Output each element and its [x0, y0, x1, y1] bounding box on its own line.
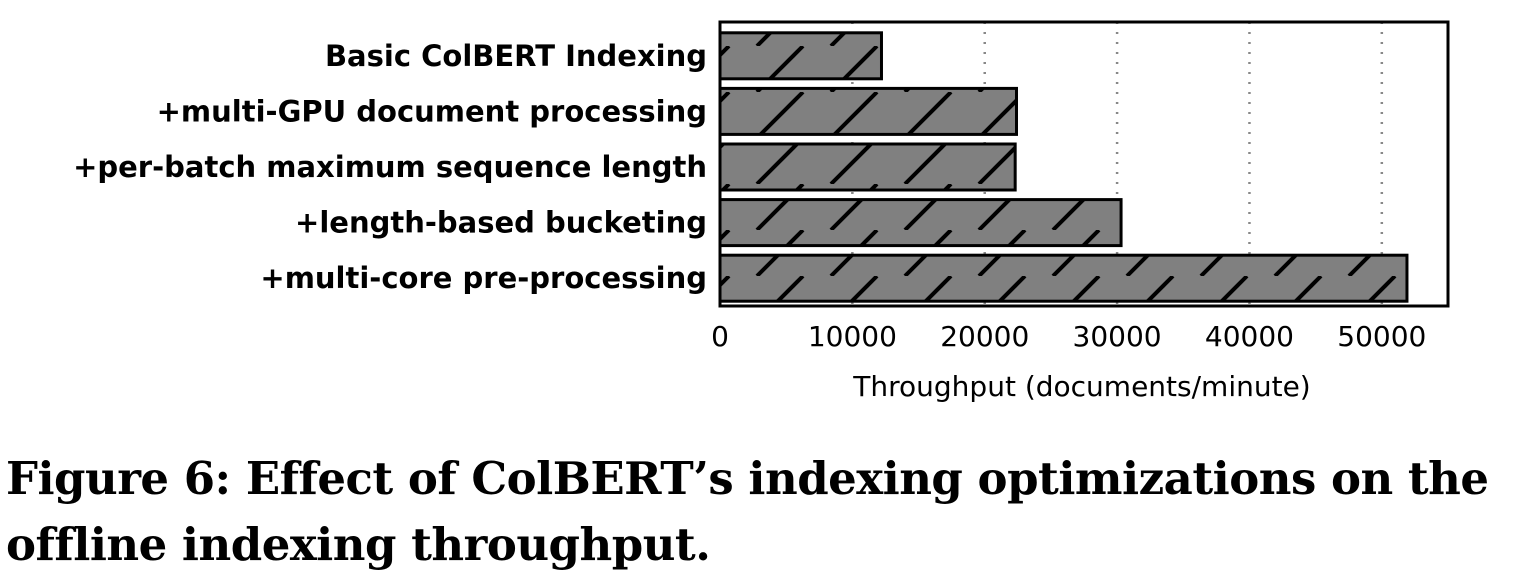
bars — [718, 31, 1409, 303]
bar-hatch — [718, 198, 1123, 248]
category-labels: Basic ColBERT Indexing +multi-GPU documen… — [73, 39, 707, 295]
figure-caption: Figure 6: Effect of ColBERT’s indexing o… — [6, 452, 1489, 571]
category-label: +length-based bucketing — [295, 206, 707, 240]
x-tick-label: 40000 — [1205, 320, 1294, 353]
x-tick-label: 0 — [711, 320, 729, 353]
x-tick-label: 50000 — [1337, 320, 1426, 353]
bar-hatch — [718, 31, 883, 81]
x-tick-label: 20000 — [940, 320, 1029, 353]
x-tick-label: 10000 — [808, 320, 897, 353]
bar-chart: Basic ColBERT Indexing +multi-GPU documen… — [73, 20, 1450, 403]
bar-hatch — [718, 86, 1018, 136]
category-label: +multi-core pre-processing — [260, 261, 707, 295]
x-tick-labels: 0 10000 20000 30000 40000 50000 — [711, 320, 1426, 353]
category-label: +multi-GPU document processing — [157, 94, 707, 128]
category-label: Basic ColBERT Indexing — [325, 39, 707, 73]
x-axis-title: Throughput (documents/minute) — [852, 370, 1310, 403]
x-tick-label: 30000 — [1073, 320, 1162, 353]
bar-hatch — [718, 142, 1017, 192]
category-label: +per-batch maximum sequence length — [73, 150, 707, 184]
bar-hatch — [718, 253, 1409, 303]
plot-frame — [718, 20, 1450, 308]
